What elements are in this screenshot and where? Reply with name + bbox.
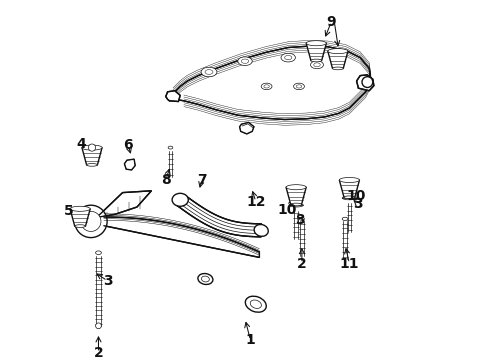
Text: 4: 4 xyxy=(76,137,86,151)
Ellipse shape xyxy=(77,216,83,217)
Polygon shape xyxy=(70,209,90,226)
Ellipse shape xyxy=(346,197,352,199)
Ellipse shape xyxy=(291,203,301,206)
Text: 8: 8 xyxy=(161,173,171,187)
Ellipse shape xyxy=(74,215,87,218)
Ellipse shape xyxy=(201,276,209,282)
Ellipse shape xyxy=(311,59,321,62)
Ellipse shape xyxy=(96,251,101,255)
Polygon shape xyxy=(339,180,360,197)
Ellipse shape xyxy=(296,85,302,88)
Ellipse shape xyxy=(293,204,299,206)
Circle shape xyxy=(96,323,101,329)
Ellipse shape xyxy=(254,225,268,236)
Text: 3: 3 xyxy=(103,274,112,288)
Ellipse shape xyxy=(172,193,188,206)
Circle shape xyxy=(81,211,101,231)
Ellipse shape xyxy=(74,225,86,228)
Ellipse shape xyxy=(289,203,303,207)
Ellipse shape xyxy=(261,83,272,90)
Ellipse shape xyxy=(245,296,266,312)
Text: 6: 6 xyxy=(123,138,133,152)
Text: 10: 10 xyxy=(278,203,297,216)
Ellipse shape xyxy=(70,206,90,211)
Polygon shape xyxy=(286,187,306,204)
Polygon shape xyxy=(357,75,374,91)
Text: 1: 1 xyxy=(245,333,255,347)
Text: 3: 3 xyxy=(295,213,304,226)
Polygon shape xyxy=(166,91,180,102)
Polygon shape xyxy=(124,159,135,170)
Circle shape xyxy=(88,144,96,151)
Ellipse shape xyxy=(314,63,320,67)
Polygon shape xyxy=(82,148,102,165)
Ellipse shape xyxy=(87,163,98,166)
Ellipse shape xyxy=(344,196,355,199)
Polygon shape xyxy=(306,43,326,60)
Polygon shape xyxy=(240,122,254,134)
Ellipse shape xyxy=(306,41,326,46)
Text: 11: 11 xyxy=(340,257,359,270)
Ellipse shape xyxy=(168,146,173,149)
Ellipse shape xyxy=(238,57,252,66)
Text: 2: 2 xyxy=(297,257,307,270)
Ellipse shape xyxy=(205,69,213,75)
Ellipse shape xyxy=(294,83,304,90)
Circle shape xyxy=(74,205,107,238)
Ellipse shape xyxy=(328,49,348,54)
Ellipse shape xyxy=(286,185,306,190)
Ellipse shape xyxy=(339,177,360,183)
Circle shape xyxy=(362,77,373,87)
Ellipse shape xyxy=(198,274,213,284)
Polygon shape xyxy=(104,217,259,257)
Text: 12: 12 xyxy=(246,195,266,208)
Ellipse shape xyxy=(242,59,248,63)
Ellipse shape xyxy=(285,55,292,60)
Ellipse shape xyxy=(299,217,304,220)
Ellipse shape xyxy=(311,61,323,69)
Polygon shape xyxy=(95,191,151,218)
Polygon shape xyxy=(328,51,348,68)
Ellipse shape xyxy=(82,145,102,150)
Text: 2: 2 xyxy=(94,346,103,360)
Text: 3: 3 xyxy=(354,198,363,211)
Ellipse shape xyxy=(201,67,217,77)
Ellipse shape xyxy=(281,53,295,62)
Ellipse shape xyxy=(264,85,270,88)
Text: 7: 7 xyxy=(197,173,207,187)
Ellipse shape xyxy=(333,67,343,70)
Text: 9: 9 xyxy=(327,15,336,28)
Polygon shape xyxy=(166,46,371,120)
Ellipse shape xyxy=(250,300,261,309)
Text: 5: 5 xyxy=(64,204,74,217)
Ellipse shape xyxy=(342,196,357,200)
Polygon shape xyxy=(176,194,261,237)
Ellipse shape xyxy=(342,217,348,220)
Text: 10: 10 xyxy=(346,189,366,203)
